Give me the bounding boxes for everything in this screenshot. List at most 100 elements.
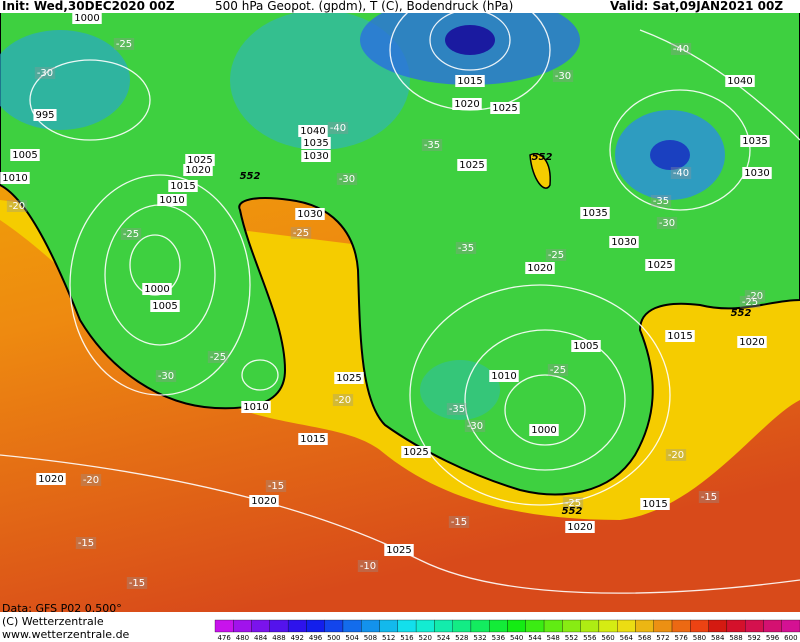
- isobars-label: 1000: [74, 13, 99, 24]
- temperatures-label: -20: [335, 395, 351, 406]
- temperatures-label: -25: [550, 365, 566, 376]
- label-box: [448, 516, 470, 528]
- label-box: [489, 370, 519, 382]
- temperatures-label: -40: [330, 123, 346, 134]
- colorbar-label: 548: [547, 634, 560, 642]
- label-box: [36, 473, 66, 485]
- isobars-label: 1025: [647, 260, 672, 271]
- colorbar-label: 576: [674, 634, 688, 642]
- label-box: [301, 137, 331, 149]
- colorbar-label: 552: [565, 634, 578, 642]
- temperatures-label: -35: [424, 140, 440, 151]
- colorbar-label: 560: [601, 634, 614, 642]
- label-box: [650, 195, 672, 207]
- map-title: 500 hPa Geopot. (gpdm), T (C), Bodendruc…: [215, 0, 513, 13]
- temperatures-label: -25: [742, 297, 758, 308]
- height-552-label: 552: [562, 506, 583, 517]
- colorbar-label: 508: [364, 634, 377, 642]
- temperatures-label: -25: [565, 498, 581, 509]
- isobars-label: 1025: [336, 373, 361, 384]
- label-box: [401, 446, 431, 458]
- colorbar-label: 556: [583, 634, 597, 642]
- label-box: [640, 498, 670, 510]
- label-box: [183, 164, 213, 176]
- label-box: [562, 497, 584, 509]
- colorbar-label: 532: [473, 634, 486, 642]
- temperatures-label: -15: [451, 517, 467, 528]
- label-box: [249, 495, 279, 507]
- colorbar-swatch: [635, 619, 654, 633]
- colorbar-label: 584: [711, 634, 725, 642]
- isobars-label: 1030: [611, 237, 636, 248]
- isobars-label: 1010: [2, 173, 27, 184]
- label-box: [739, 296, 761, 308]
- label-box: [126, 577, 148, 589]
- label-box: [0, 172, 30, 184]
- label-box: [290, 227, 312, 239]
- copyright: (C) Wetterzentrale: [2, 615, 104, 628]
- colorbar-swatch: [434, 619, 453, 633]
- isobars-label: 1010: [243, 402, 268, 413]
- colorbar-swatch: [361, 619, 380, 633]
- colorbar-swatch: [507, 619, 526, 633]
- label-box: [241, 401, 271, 413]
- temperatures-label: -25: [123, 229, 139, 240]
- isobars-label: 1025: [386, 545, 411, 556]
- website: www.wetterzentrale.de: [2, 628, 130, 641]
- colorbar-swatch: [306, 619, 325, 633]
- colorbar-label: 512: [382, 634, 395, 642]
- isobars-label: 1015: [667, 331, 692, 342]
- label-box: [455, 242, 477, 254]
- label-box: [665, 330, 695, 342]
- colorbar-swatch: [562, 619, 581, 633]
- isobars-label: 1035: [742, 136, 767, 147]
- colorbar-swatch: [781, 619, 800, 633]
- label-box: [725, 75, 755, 87]
- label-box: [72, 12, 102, 24]
- label-box: [565, 521, 595, 533]
- label-box: [665, 449, 687, 461]
- temperatures-label: -30: [339, 174, 355, 185]
- colorbar-label: 516: [400, 634, 414, 642]
- label-box: [742, 167, 772, 179]
- isobars-label: 1020: [251, 496, 276, 507]
- label-box: [120, 228, 142, 240]
- label-box: [357, 560, 379, 572]
- isobars-label: 1005: [573, 341, 598, 352]
- colorbar-label: 500: [327, 634, 340, 642]
- cold-area: [420, 360, 500, 420]
- green-area-552: [0, 0, 800, 496]
- label-box: [455, 75, 485, 87]
- temperatures-label: -35: [458, 243, 474, 254]
- colorbar-label: 536: [492, 634, 506, 642]
- isobars-label: 1040: [727, 76, 752, 87]
- colorbar-swatch: [415, 619, 435, 633]
- temperatures-label: -35: [653, 196, 669, 207]
- valid-time: Valid: Sat,09JAN2021 00Z: [610, 0, 783, 13]
- colorbar-swatch: [233, 619, 252, 633]
- temperatures-label: -40: [673, 168, 689, 179]
- label-box: [334, 372, 364, 384]
- temperatures-label: -20: [83, 475, 99, 486]
- temperatures-label: -20: [747, 291, 763, 302]
- label-box: [547, 364, 569, 376]
- label-box: [525, 262, 555, 274]
- cold-core: [445, 25, 495, 55]
- colorbar: 476 480 484 488 492 496 500 504 508 512 516 520 524 5…: [214, 619, 800, 642]
- isobars-label: 1020: [739, 337, 764, 348]
- colorbar-label: 596: [766, 634, 780, 642]
- label-box: [336, 173, 358, 185]
- label-box: [740, 135, 770, 147]
- colorbar-swatch: [397, 619, 417, 633]
- colorbar-swatch: [342, 619, 362, 633]
- colorbar-swatch: [525, 619, 545, 633]
- label-box: [157, 194, 187, 206]
- colorbar-label: 524: [437, 634, 451, 642]
- colorbar-swatch: [543, 619, 563, 633]
- label-box: [298, 433, 328, 445]
- label-box: [446, 403, 468, 415]
- label-box: [656, 217, 678, 229]
- label-box: [645, 259, 675, 271]
